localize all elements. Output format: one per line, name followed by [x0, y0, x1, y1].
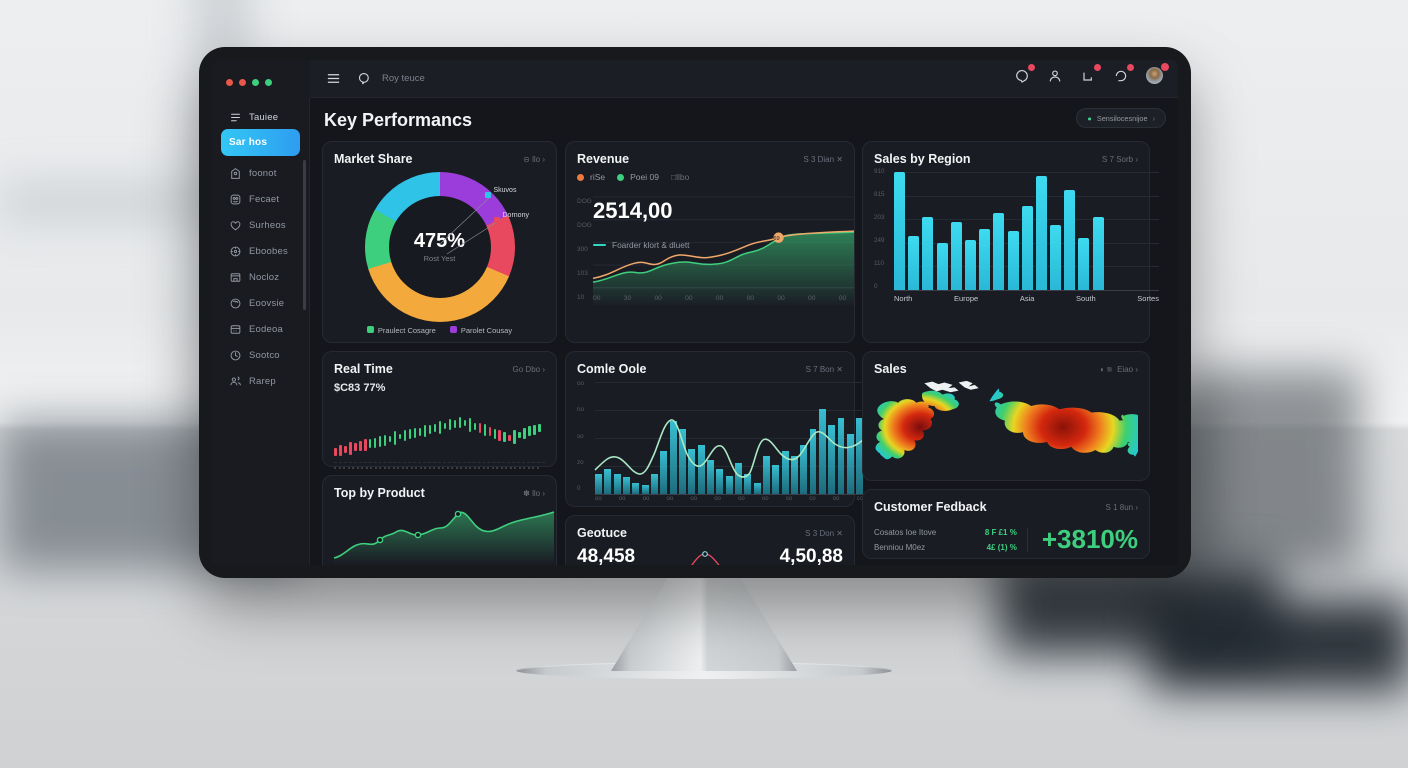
svg-text:69: 69 — [773, 236, 779, 242]
